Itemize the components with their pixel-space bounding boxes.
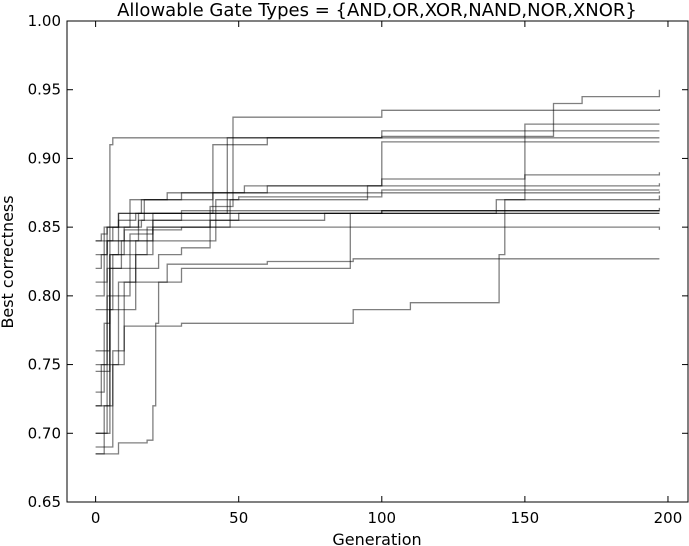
x-tick-label: 50 [229, 509, 248, 527]
y-tick-label: 1.00 [28, 12, 61, 30]
x-axis-label: Generation [332, 530, 421, 546]
y-tick-label: 0.80 [28, 287, 61, 305]
series-line-12 [95, 210, 660, 242]
y-tick-label: 0.85 [28, 218, 61, 236]
series-line-5 [95, 123, 660, 373]
series-line-7 [95, 258, 660, 455]
series-lines [95, 89, 661, 455]
series-line-1 [95, 212, 660, 393]
series-line-6 [95, 109, 661, 434]
plot-frame [66, 20, 689, 503]
series-line-13 [95, 207, 661, 311]
series-line-18 [95, 141, 660, 366]
y-tick-label: 0.65 [28, 493, 61, 511]
series-line-4 [95, 189, 660, 297]
y-tick-label: 0.95 [28, 81, 61, 99]
series-line-8 [95, 210, 660, 448]
x-axis: 0 50 100 150 200 [91, 21, 682, 527]
x-tick-label: 200 [654, 509, 683, 527]
series-line-9 [95, 195, 661, 455]
y-axis: 0.65 0.70 0.75 0.80 0.85 0.90 0.95 1.00 [28, 12, 688, 511]
x-tick-label: 0 [91, 509, 101, 527]
series-line-14 [95, 89, 661, 407]
series-line-16 [95, 183, 661, 242]
x-tick-label: 100 [367, 509, 396, 527]
series-line-15 [95, 226, 661, 283]
y-tick-label: 0.75 [28, 356, 61, 374]
chart-title: Allowable Gate Types = {AND,OR,XOR,NAND,… [117, 0, 637, 21]
series-line-3 [95, 137, 660, 407]
series-line-17 [95, 191, 661, 434]
y-tick-label: 0.70 [28, 424, 61, 442]
y-tick-label: 0.90 [28, 149, 61, 167]
x-tick-label: 150 [511, 509, 540, 527]
y-axis-label: Best correctness [0, 195, 17, 328]
